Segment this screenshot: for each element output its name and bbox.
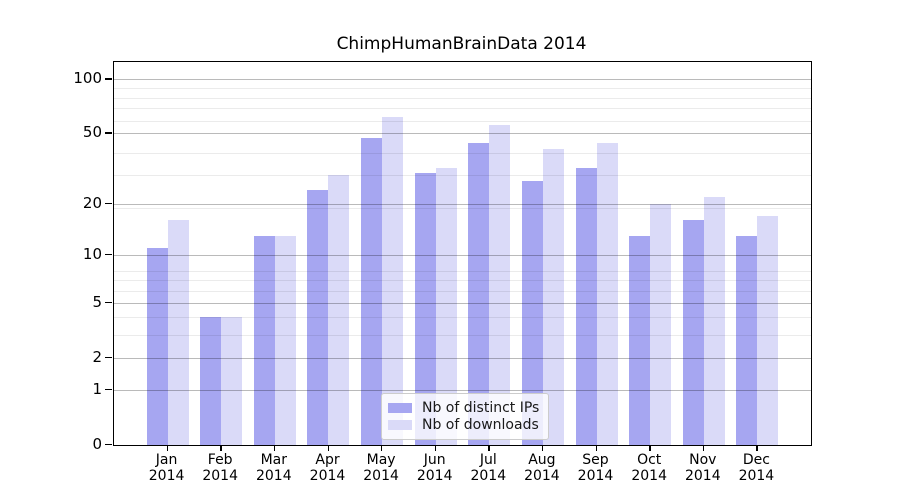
x-tick-mark [381,445,383,451]
y-tick-mark [105,444,112,446]
y-tick-mark [105,356,112,359]
x-tick-label-apr: Apr 2014 [309,452,346,484]
bar-jan-downloads [167,220,189,445]
bar-jan-distinct-ips [146,248,168,445]
bar-aug-downloads [542,148,564,445]
x-tick-label-oct: Oct 2014 [631,452,667,484]
major-gridline [114,390,811,392]
bar-sep-downloads [596,143,618,445]
x-tick-mark [702,445,705,451]
bar-mar-downloads [274,235,296,445]
x-tick-label-mar: Mar 2014 [255,452,292,484]
legend-entry-distinct-ips: Nb of distinct IPs [388,399,540,416]
x-tick-mark [434,445,437,451]
x-tick-mark [327,445,329,451]
chart-title: ChimpHumanBrainData 2014 [336,34,587,54]
y-tick-label: 1 [92,380,102,399]
minor-gridline [114,317,811,319]
minor-gridline [114,270,811,272]
legend-entry-downloads: Nb of downloads [388,416,540,433]
bar-feb-downloads [221,317,243,445]
legend: Nb of distinct IPs Nb of downloads [381,393,549,440]
minor-gridline [114,207,811,209]
y-tick-label: 100 [73,69,102,88]
bar-jul-downloads [489,124,511,445]
x-tick-mark [273,445,276,451]
legend-label-distinct-ips: Nb of distinct IPs [422,399,540,416]
bar-dec-distinct-ips [736,235,758,445]
x-tick-label-aug: Aug 2014 [524,452,560,484]
y-tick-label: 0 [92,435,102,453]
legend-label-downloads: Nb of downloads [422,416,539,433]
bar-jul-distinct-ips [468,143,490,445]
x-tick-label-jul: Jul 2014 [470,452,507,484]
y-tick-label: 5 [92,293,102,311]
major-gridline [114,79,811,81]
major-gridline [114,254,811,256]
bar-nov-downloads [703,196,725,445]
bar-mar-distinct-ips [253,235,275,445]
minor-gridline [114,97,811,99]
y-tick-mark [105,202,112,205]
y-tick-mark [105,389,112,391]
minor-gridline [114,335,811,337]
minor-gridline [114,152,811,154]
y-tick-mark [105,132,112,134]
bar-oct-distinct-ips [629,235,651,445]
major-gridline [114,203,811,205]
x-tick-label-feb: Feb 2014 [202,452,238,484]
y-tick-label: 20 [82,193,102,212]
legend-swatch-distinct-ips [388,402,412,413]
x-tick-mark [166,445,168,451]
bar-apr-downloads [328,175,350,445]
major-gridline [114,357,811,359]
minor-gridline [114,280,811,282]
minor-gridline [114,108,811,110]
x-tick-label-jan: Jan 2014 [148,452,185,484]
x-tick-label-may: May 2014 [363,452,399,484]
x-tick-mark [649,445,651,451]
plot-area: Nb of distinct IPs Nb of downloads [113,61,812,446]
bar-apr-distinct-ips [307,189,329,445]
x-tick-label-dec: Dec 2014 [738,452,775,484]
x-tick-mark [595,445,597,451]
y-tick-label: 10 [82,244,102,263]
y-tick-mark [105,302,112,304]
x-tick-label-jun: Jun 2014 [416,452,453,484]
x-tick-mark [488,445,490,451]
y-tick-mark [105,78,112,80]
x-tick-label-sep: Sep 2014 [577,452,614,484]
minor-gridline [114,88,811,90]
bar-aug-distinct-ips [521,180,543,445]
minor-gridline [114,175,811,177]
bar-may-distinct-ips [361,138,383,445]
y-tick-label: 2 [92,347,102,366]
bar-dec-downloads [757,215,779,445]
bar-jun-downloads [435,167,457,445]
legend-swatch-downloads [388,419,412,430]
y-tick-label: 50 [82,123,102,142]
x-tick-label-nov: Nov 2014 [684,452,721,484]
x-tick-mark [756,445,758,451]
major-gridline [114,303,811,304]
minor-gridline [114,290,811,292]
minor-gridline [114,120,811,122]
bar-feb-distinct-ips [200,317,222,445]
bar-may-downloads [382,116,404,445]
major-gridline [114,133,811,135]
bar-jun-distinct-ips [414,172,436,445]
x-tick-mark [541,445,544,451]
bar-nov-distinct-ips [682,220,704,445]
x-tick-mark [220,445,222,451]
bar-oct-downloads [650,203,672,445]
y-tick-mark [105,253,112,256]
bar-sep-distinct-ips [575,167,597,445]
